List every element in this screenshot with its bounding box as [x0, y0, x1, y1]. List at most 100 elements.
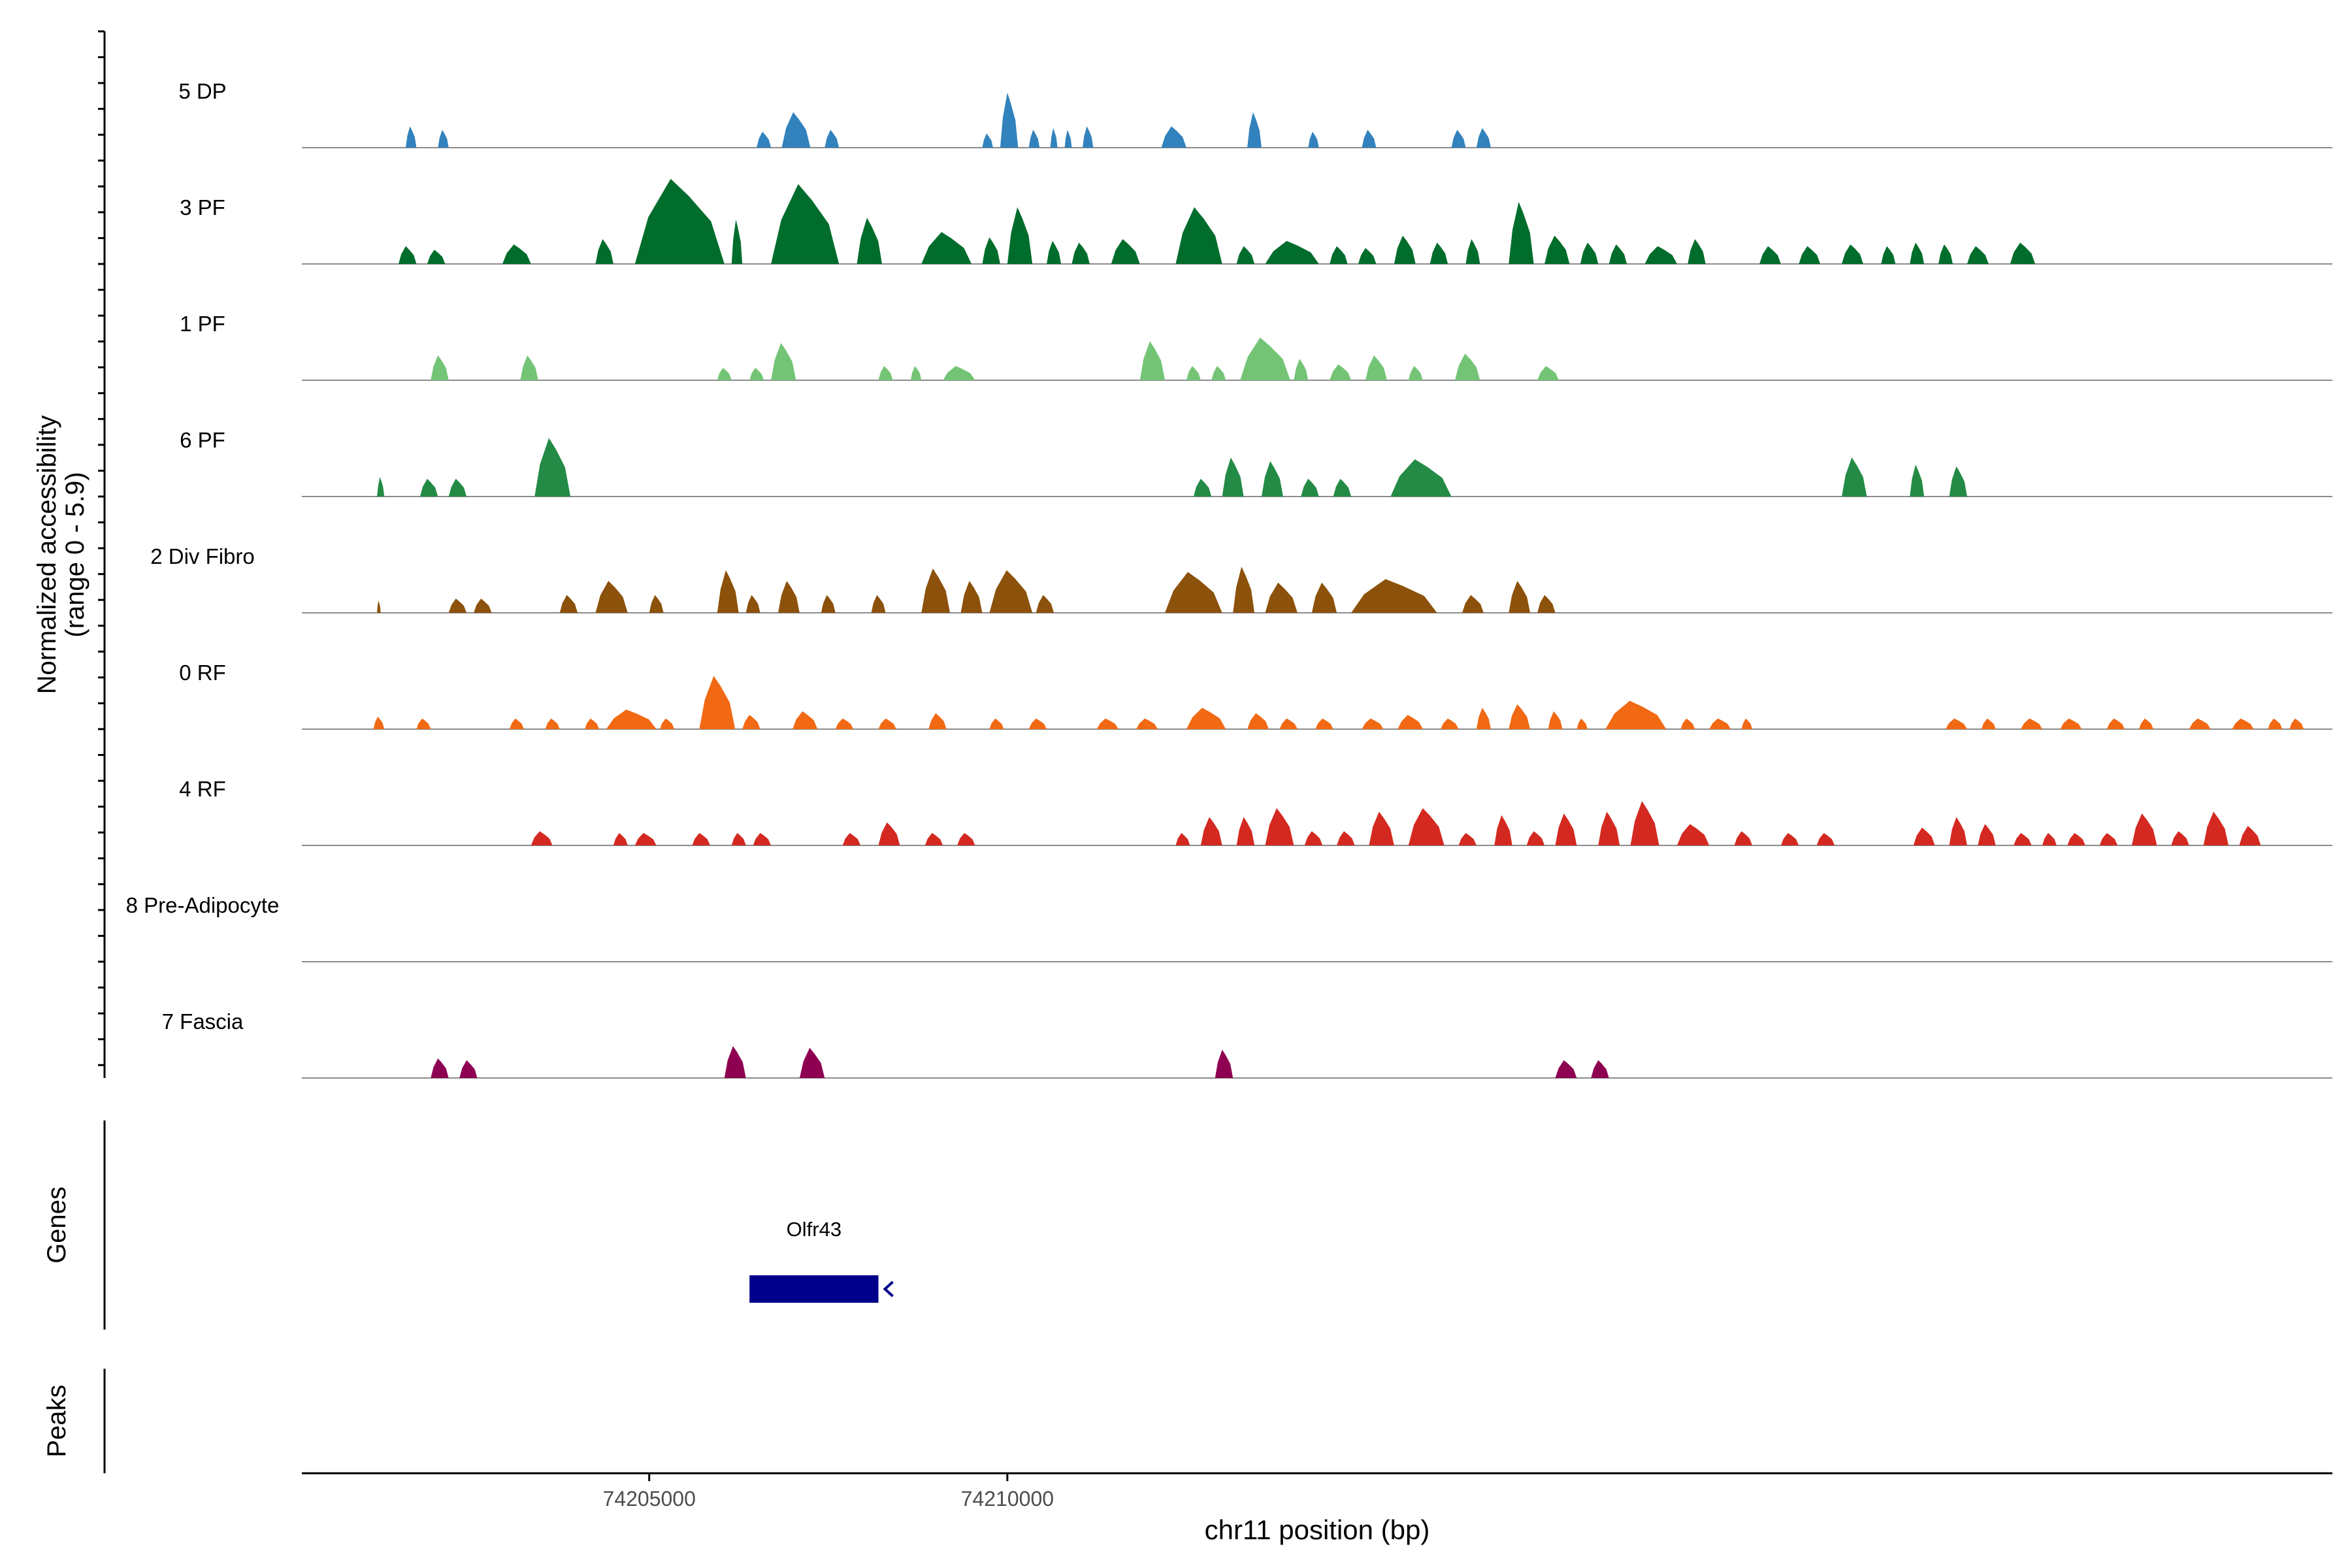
coverage-peak	[613, 833, 628, 845]
coverage-peak	[1605, 700, 1667, 729]
coverage-peak	[1555, 1060, 1577, 1078]
coverage-peak	[1211, 366, 1226, 380]
coverage-peak	[1676, 824, 1710, 845]
coverage-peak	[419, 478, 438, 497]
coverage-peak	[1215, 1049, 1233, 1078]
coverage-peak	[1609, 244, 1627, 264]
coverage-peak	[1967, 246, 1989, 264]
coverage-peak	[2021, 718, 2042, 729]
coverage-peak	[559, 595, 578, 613]
coverage-peak	[474, 598, 492, 613]
coverage-peak	[2010, 242, 2035, 264]
coverage-peak	[1394, 235, 1416, 264]
coverage-peak	[431, 1058, 449, 1078]
coverage-peak	[1358, 248, 1377, 264]
coverage-peak	[1580, 242, 1599, 264]
coverage-peak	[1175, 207, 1222, 264]
coverage-peak	[1365, 355, 1387, 380]
coverage-peak	[1455, 353, 1480, 380]
coverage-peak	[989, 570, 1033, 613]
coverage-peak	[1222, 457, 1244, 497]
coverage-peak	[921, 232, 972, 264]
coverage-peak	[742, 715, 760, 729]
coverage-peak	[1397, 715, 1423, 729]
coverage-peak	[1476, 128, 1491, 148]
coverage-peak	[1476, 708, 1491, 729]
coverage-peak	[878, 366, 893, 380]
coverage-peak	[1161, 126, 1186, 148]
coverage-peak	[509, 718, 524, 729]
track-label: 1 PF	[180, 312, 225, 336]
coverage-peak	[871, 595, 886, 613]
coverage-peak	[1630, 801, 1659, 845]
track-label: 7 Fascia	[162, 1009, 244, 1034]
coverage-peak	[377, 477, 385, 497]
coverage-peak	[724, 1046, 746, 1078]
coverage-peak	[1304, 831, 1323, 845]
coverage-peak	[2171, 831, 2189, 845]
coverage-peak	[1337, 831, 1355, 845]
coverage-peak	[585, 718, 599, 729]
coverage-peak	[799, 1047, 825, 1078]
coverage-peak	[1311, 582, 1337, 613]
coverage-peak	[2289, 718, 2304, 729]
coverage-peak	[416, 718, 431, 729]
coverage-peak	[1842, 244, 1863, 264]
coverage-peak	[792, 711, 818, 729]
coverage-peak	[634, 833, 657, 845]
coverage-peak	[960, 581, 983, 613]
coverage-peak	[2139, 718, 2153, 729]
coverage-peak	[1247, 112, 1262, 148]
coverage-peak	[2106, 718, 2125, 729]
coverage-peak	[1200, 817, 1222, 845]
track-label: 8 Pre-Adipocyte	[126, 893, 280, 917]
coverage-peak	[1465, 239, 1480, 264]
coverage-peak	[1193, 478, 1212, 497]
coverage-peak	[2239, 826, 2261, 845]
y-axis	[98, 30, 106, 1078]
coverage-peak	[1408, 366, 1423, 380]
coverage-peak	[857, 218, 882, 264]
coverage-peak	[757, 131, 772, 148]
track-4-rf: 4 RF	[179, 777, 2332, 846]
coverage-peak	[982, 133, 993, 148]
track-3-pf: 3 PF	[180, 178, 2332, 265]
track-label: 4 RF	[179, 777, 226, 801]
genes-track-label: Genes	[42, 1186, 71, 1264]
coverage-peak	[1333, 478, 1352, 497]
coverage-peak	[699, 676, 736, 729]
coverage-tracks: 5 DP 3 PF 1 PF 6 PF 2 Div Fibro 0 RF 4 RF 8 Pre…	[126, 79, 2332, 1079]
gene-body	[749, 1275, 879, 1303]
coverage-peak	[717, 368, 732, 380]
coverage-peak	[1362, 718, 1384, 729]
coverage-peak	[2232, 718, 2254, 729]
coverage-peak	[1369, 811, 1394, 845]
x-axis: 74205000 74210000	[302, 1472, 2332, 1511]
coverage-peak	[448, 478, 467, 497]
track-label: 5 DP	[178, 79, 226, 103]
coverage-peak	[1734, 831, 1752, 845]
coverage-peak	[1083, 126, 1094, 148]
coverage-peak	[835, 718, 854, 729]
track-7-fascia: 7 Fascia	[162, 1009, 2332, 1079]
coverage-peak	[1555, 813, 1577, 845]
coverage-peak	[2132, 813, 2157, 845]
coverage-peak	[1759, 246, 1781, 264]
coverage-peak	[1050, 128, 1058, 148]
coverage-peak	[1262, 461, 1283, 497]
coverage-peak	[1186, 708, 1226, 729]
coverage-peak	[1247, 713, 1269, 729]
coverage-peak	[1910, 242, 1925, 264]
coverage-peak	[1591, 1060, 1609, 1078]
coverage-peak	[1949, 466, 1967, 497]
coverage-peak	[778, 581, 800, 613]
coverage-peak	[406, 126, 417, 148]
coverage-peak	[957, 833, 975, 845]
coverage-peak	[373, 717, 385, 729]
y-axis-label-line2: (range 0 - 5.9)	[61, 472, 90, 637]
coverage-peak	[731, 833, 746, 845]
track-1-pf: 1 PF	[180, 312, 2332, 381]
coverage-peak	[749, 368, 764, 380]
coverage-peak	[692, 833, 710, 845]
